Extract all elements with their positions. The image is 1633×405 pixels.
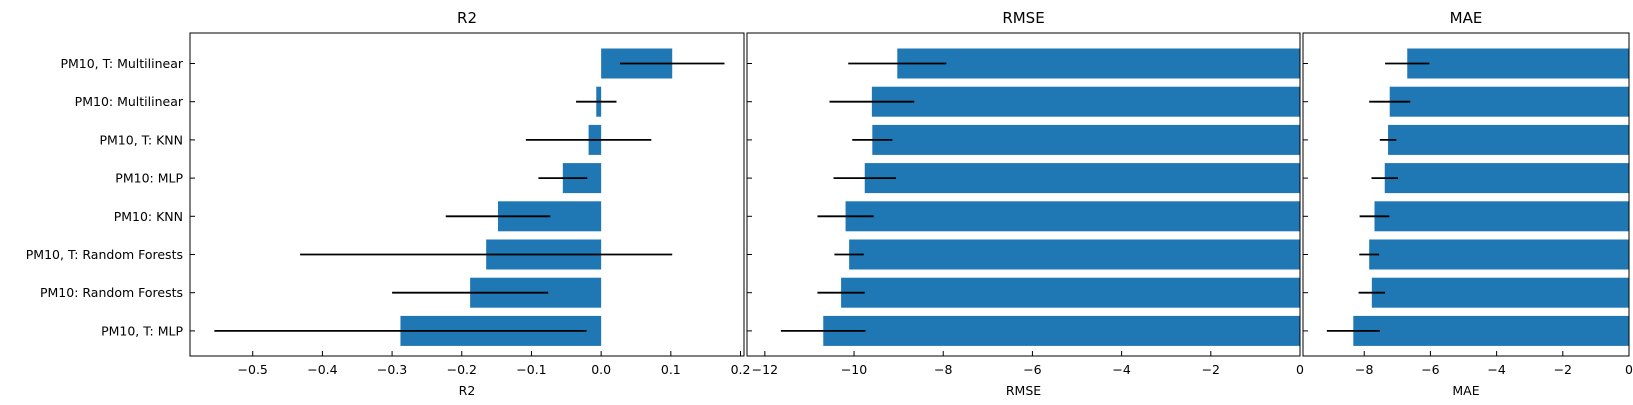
panel-title: RMSE — [1002, 9, 1044, 27]
x-tick-label: −0.2 — [447, 362, 477, 377]
bar — [1407, 48, 1629, 79]
x-axis-label: MAE — [1452, 383, 1479, 398]
bar — [1353, 315, 1629, 346]
y-tick-label: PM10, T: Multilinear — [60, 56, 183, 71]
y-tick-label: PM10, T: MLP — [101, 323, 183, 338]
panel-title: R2 — [457, 9, 477, 27]
x-tick-label: −2 — [1554, 362, 1572, 377]
bar — [849, 239, 1300, 270]
panel-title: MAE — [1450, 9, 1483, 27]
bar — [1388, 124, 1629, 155]
bar — [823, 315, 1300, 346]
x-axis-label: RMSE — [1006, 383, 1041, 398]
bar — [841, 277, 1300, 308]
x-tick-label: 0 — [1296, 362, 1304, 377]
x-tick-label: −6 — [1421, 362, 1439, 377]
x-tick-label: 0.2 — [731, 362, 751, 377]
bar — [864, 163, 1300, 194]
bar — [897, 48, 1300, 79]
bar — [1371, 277, 1629, 308]
y-tick-label: PM10: Random Forests — [40, 285, 183, 300]
x-tick-label: −10 — [841, 362, 867, 377]
bar — [1389, 86, 1629, 117]
x-tick-label: 0.0 — [591, 362, 611, 377]
bar — [871, 86, 1300, 117]
x-tick-label: −6 — [1023, 362, 1041, 377]
bar — [1374, 201, 1629, 232]
y-tick-label: PM10: MLP — [115, 171, 183, 186]
axes-frame — [746, 32, 1301, 357]
x-tick-label: −0.5 — [238, 362, 268, 377]
bar — [1369, 239, 1629, 270]
x-tick-label: −0.4 — [307, 362, 337, 377]
x-tick-label: 0 — [1625, 362, 1633, 377]
y-tick-label: PM10: Multilinear — [75, 94, 184, 109]
x-axis-label: R2 — [459, 383, 476, 398]
bar — [1384, 163, 1629, 194]
y-tick-label: PM10: KNN — [114, 209, 183, 224]
y-tick-label: PM10, T: KNN — [99, 132, 183, 147]
x-tick-label: −4 — [1112, 362, 1130, 377]
x-tick-label: −8 — [1355, 362, 1373, 377]
y-tick-label: PM10, T: Random Forests — [26, 247, 183, 262]
bar — [845, 201, 1300, 232]
x-tick-label: −2 — [1202, 362, 1220, 377]
axes-frame — [189, 32, 745, 357]
x-tick-label: 0.1 — [661, 362, 681, 377]
x-tick-label: −0.3 — [377, 362, 407, 377]
axes-frame — [1302, 32, 1630, 357]
x-tick-label: −4 — [1487, 362, 1505, 377]
x-tick-label: −12 — [752, 362, 778, 377]
x-tick-label: −0.1 — [516, 362, 546, 377]
x-tick-label: −8 — [934, 362, 952, 377]
bar — [872, 124, 1300, 155]
